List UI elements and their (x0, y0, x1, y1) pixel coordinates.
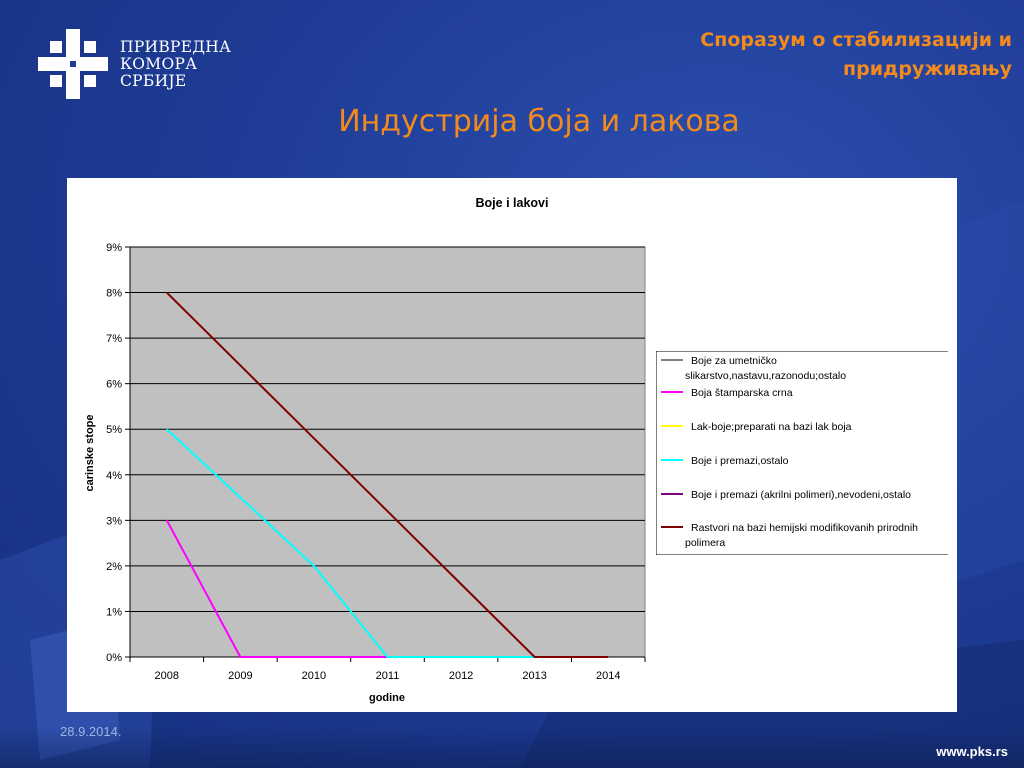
legend-label: Rastvori na bazi hemijski modifikovanih … (691, 522, 918, 534)
logo-wordmark: ПРИВРЕДНА КОМОРА СРБИЈЕ (120, 37, 232, 90)
plot-area: 0% 1% 2% 3% 4% 5% 6% 7% 8% 9% 2008 2009 2010 2011 2012… (106, 242, 646, 682)
legend-label: Boje za umetničko (691, 355, 777, 367)
y-tick-label: 9% (106, 242, 122, 254)
x-tick-label: 2010 (302, 670, 326, 682)
legend-label: slikarstvo,nastavu,razonodu;ostalo (685, 370, 846, 382)
y-tick-label: 8% (106, 288, 122, 300)
y-tick-label: 2% (106, 561, 122, 573)
y-tick-label: 7% (106, 333, 122, 345)
x-axis-title: godine (369, 692, 405, 704)
y-tick-label: 0% (106, 652, 122, 664)
logo: ПРИВРЕДНА КОМОРА СРБИЈЕ (36, 26, 256, 102)
legend-label: polimera (685, 537, 725, 549)
legend-label: Boja štamparska crna (691, 387, 793, 399)
agreement-title: Споразум о стабилизацији и придруживању (652, 26, 1012, 84)
y-tick-label: 1% (106, 606, 122, 618)
logo-line-1: ПРИВРЕДНА (120, 37, 232, 56)
chart-title: Boje i lakovi (476, 196, 549, 210)
y-tick-label: 5% (106, 424, 122, 436)
agreement-title-line-2: придруживању (843, 58, 1012, 80)
y-axis-title: carinske stope (84, 414, 96, 491)
legend-label: Lak-boje;preparati na bazi lak boja (691, 421, 852, 433)
footer-bar (0, 726, 1024, 768)
logo-line-2: КОМОРА (120, 54, 198, 73)
agreement-title-line-1: Споразум о стабилизацији и (700, 29, 1012, 51)
footer-url[interactable]: www.pks.rs (936, 744, 1008, 759)
logo-cross-icon (38, 29, 108, 99)
legend-box (656, 351, 948, 555)
x-tick-label: 2012 (449, 670, 473, 682)
series-line-5 (166, 291, 609, 658)
line-chart: Boje i lakovi 0% 1% 2% 3% 4% 5% 6% 7% 8% 9% 2008 20… (84, 196, 948, 704)
legend-label: Boje i premazi,ostalo (691, 455, 789, 467)
plot-background (129, 246, 646, 658)
x-tick-label: 2013 (522, 670, 546, 682)
x-tick-label: 2011 (376, 670, 400, 682)
x-tick-label: 2009 (228, 670, 252, 682)
x-tick-label: 2008 (155, 670, 179, 682)
chart-legend: Boje za umetničko slikarstvo,nastavu,razo… (656, 351, 948, 555)
logo-line-3: СРБИЈЕ (120, 71, 187, 90)
slide-title: Индустрија боја и лакова (338, 104, 740, 139)
x-tick-label: 2014 (596, 670, 620, 682)
y-tick-label: 6% (106, 379, 122, 391)
legend-label: Boje i premazi (akrilni polimeri),nevode… (691, 489, 911, 501)
y-tick-label: 4% (106, 470, 122, 482)
y-tick-label: 3% (106, 515, 122, 527)
chart-panel: Boje i lakovi 0% 1% 2% 3% 4% 5% 6% 7% 8% 9% 2008 20… (67, 178, 957, 712)
footer-date: 28.9.2014. (60, 724, 122, 739)
